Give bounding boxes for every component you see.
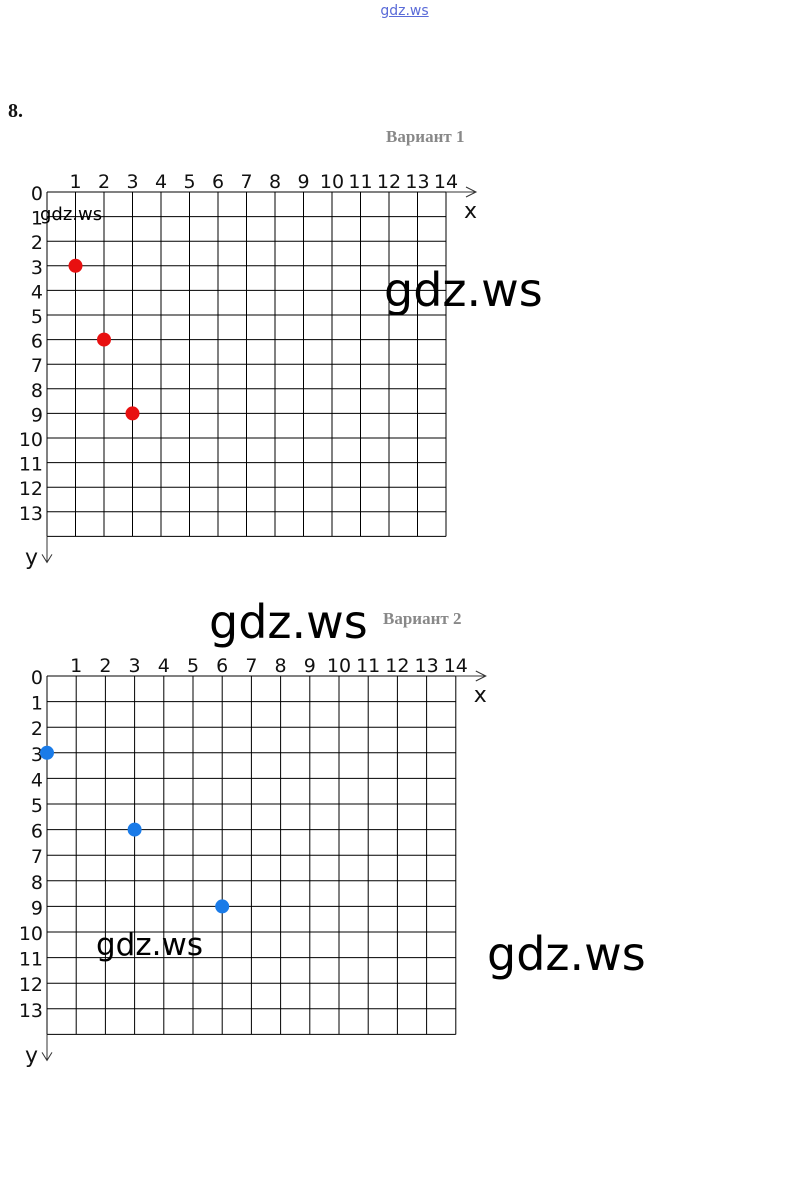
y-tick-label: 13	[19, 1000, 43, 1022]
x-tick-label: 13	[405, 171, 429, 193]
problem-number: 8.	[8, 100, 23, 122]
data-point	[40, 745, 54, 760]
x-axis-label: x	[464, 199, 477, 224]
x-tick-label: 3	[126, 171, 138, 193]
watermark-link[interactable]: gdz.ws	[380, 3, 429, 19]
x-tick-label: 8	[275, 655, 287, 677]
y-tick-label: 0	[31, 183, 43, 205]
y-tick-label: 2	[31, 718, 43, 740]
y-tick-label: 13	[19, 503, 43, 525]
y-tick-label: 9	[31, 404, 43, 426]
data-point	[68, 258, 83, 273]
y-tick-label: 4	[31, 281, 43, 303]
y-tick-label: 5	[31, 795, 43, 817]
data-point	[127, 822, 142, 837]
watermark-large: gdz.ws	[384, 263, 543, 317]
x-tick-label: 14	[434, 171, 458, 193]
y-axis-arrow	[41, 554, 53, 564]
y-tick-label: 6	[31, 821, 43, 843]
x-tick-label: 9	[297, 171, 309, 193]
watermark-medium: gdz.ws	[96, 927, 203, 963]
x-tick-label: 12	[385, 655, 409, 677]
y-tick-label: 1	[31, 208, 43, 230]
x-axis-arrow	[475, 670, 487, 682]
data-point	[125, 406, 140, 421]
y-tick-label: 7	[31, 846, 43, 868]
y-tick-label: 10	[19, 429, 43, 451]
watermark-small: gdz.ws	[40, 204, 103, 225]
variant-2-title: Вариант 2	[383, 609, 462, 628]
x-tick-label: 5	[183, 171, 195, 193]
data-point	[215, 899, 230, 914]
watermark-large: gdz.ws	[209, 595, 368, 649]
variant-1-title: Вариант 1	[386, 127, 465, 146]
y-tick-label: 5	[31, 306, 43, 328]
x-tick-label: 14	[444, 655, 468, 677]
y-tick-label: 8	[31, 380, 43, 402]
x-axis-arrow	[465, 186, 478, 198]
y-tick-label: 6	[31, 331, 43, 353]
x-axis-label: x	[474, 683, 487, 708]
x-tick-label: 1	[70, 655, 82, 677]
x-tick-label: 13	[415, 655, 439, 677]
y-tick-label: 11	[19, 454, 43, 476]
x-tick-label: 1	[69, 171, 81, 193]
y-tick-label: 1	[31, 693, 43, 715]
x-tick-label: 10	[327, 655, 351, 677]
y-axis-label: y	[25, 1043, 38, 1068]
y-axis-label: y	[25, 545, 38, 570]
y-tick-label: 12	[19, 974, 43, 996]
x-tick-label: 7	[240, 171, 252, 193]
x-tick-label: 10	[320, 171, 344, 193]
watermark-large: gdz.ws	[487, 927, 646, 981]
x-tick-label: 4	[158, 655, 170, 677]
y-tick-label: 2	[31, 232, 43, 254]
x-tick-label: 9	[304, 655, 316, 677]
x-tick-label: 2	[99, 655, 111, 677]
y-tick-label: 0	[31, 667, 43, 689]
y-tick-label: 7	[31, 355, 43, 377]
x-tick-label: 2	[98, 171, 110, 193]
y-tick-label: 3	[31, 257, 43, 279]
x-tick-label: 7	[245, 655, 257, 677]
y-tick-label: 4	[31, 769, 43, 791]
x-tick-label: 12	[377, 171, 401, 193]
y-tick-label: 12	[19, 478, 43, 500]
x-tick-label: 4	[155, 171, 167, 193]
x-tick-label: 6	[212, 171, 224, 193]
y-tick-label: 8	[31, 872, 43, 894]
y-tick-label: 10	[19, 923, 43, 945]
y-tick-label: 9	[31, 897, 43, 919]
x-tick-label: 11	[356, 655, 380, 677]
x-tick-label: 3	[129, 655, 141, 677]
data-point	[97, 332, 111, 347]
x-tick-label: 6	[216, 655, 228, 677]
x-tick-label: 5	[187, 655, 199, 677]
x-tick-label: 8	[269, 171, 281, 193]
y-tick-label: 3	[31, 744, 43, 766]
y-tick-label: 11	[19, 949, 43, 971]
y-axis-arrow	[41, 1052, 53, 1062]
x-tick-label: 11	[348, 171, 372, 193]
